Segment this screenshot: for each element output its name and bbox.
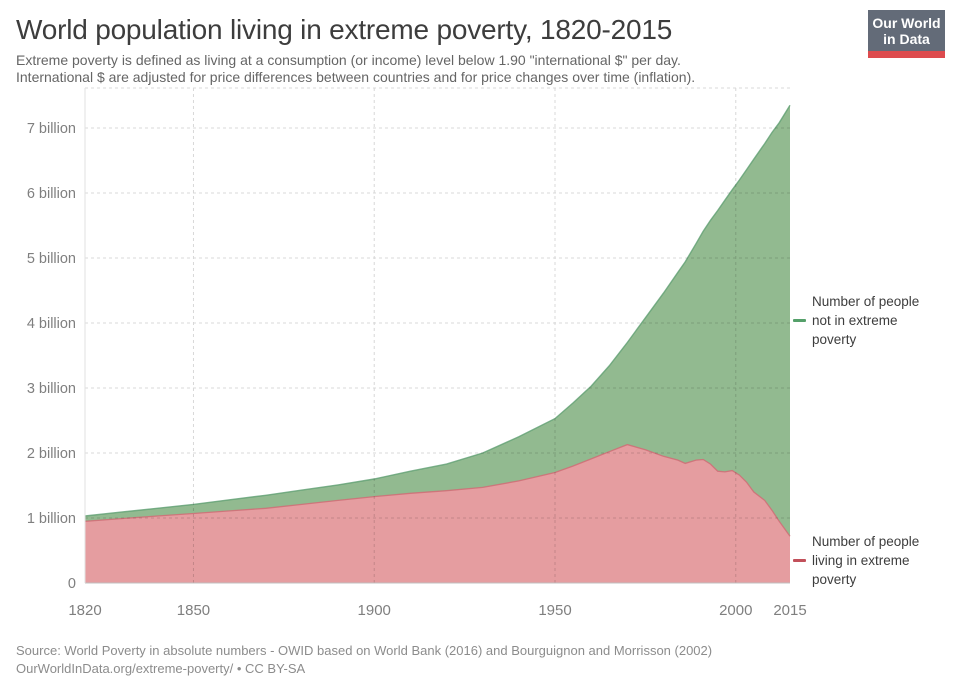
line-total-population: [84, 104, 791, 517]
logo-text-line-1: Our World: [872, 14, 941, 31]
y-tick-label: 6 billion: [27, 186, 76, 202]
x-tick-label: 2000: [719, 602, 752, 619]
y-tick-label: 2 billion: [27, 446, 76, 462]
y-tick-label: 3 billion: [27, 381, 76, 397]
page-title: World population living in extreme pover…: [16, 14, 673, 45]
source-text: Source: World Poverty in absolute number…: [16, 643, 713, 658]
line-extreme-poverty: [84, 443, 791, 537]
y-tick-label: 1 billion: [27, 511, 76, 527]
subtitle-line-1: Extreme poverty is defined as living at …: [16, 52, 681, 68]
legend-line: Number of people: [812, 294, 920, 309]
area-extreme-poverty: [85, 444, 790, 583]
gridlines: [85, 87, 790, 583]
y-tick-label: 7 billion: [27, 121, 76, 137]
y-tick-label: 0: [68, 576, 76, 592]
legend-line: poverty: [812, 572, 857, 587]
y-tick-label: 4 billion: [27, 316, 76, 332]
subtitle-line-2: International $ are adjusted for price d…: [16, 69, 696, 85]
y-tick-label: 5 billion: [27, 251, 76, 267]
x-tick-label: 2015: [773, 602, 806, 619]
legend-line: poverty: [812, 332, 857, 347]
legend-living-in-extreme-poverty: Number of people living in extreme pover…: [793, 532, 958, 589]
logo-accent-strip: [868, 51, 945, 58]
legend-line: not in extreme: [812, 313, 898, 328]
x-tick-label: 1820: [68, 602, 101, 619]
legend-line: Number of people: [812, 534, 920, 549]
license-text: OurWorldInData.org/extreme-poverty/ • CC…: [16, 661, 306, 676]
x-tick-label: 1950: [538, 602, 571, 619]
chart-footer: Source: World Poverty in absolute number…: [16, 642, 936, 677]
chart-subtitle: Extreme poverty is defined as living at …: [16, 52, 836, 86]
green-legend-dash-icon: [793, 319, 806, 322]
legend-not-in-extreme-poverty: Number of people not in extreme poverty: [793, 292, 958, 349]
logo-box: Our World in Data: [868, 10, 945, 51]
x-tick-label: 1900: [358, 602, 391, 619]
our-world-in-data-logo: Our World in Data: [868, 10, 945, 58]
logo-text-line-2: in Data: [883, 30, 930, 47]
legend-line: living in extreme: [812, 553, 910, 568]
x-tick-label: 1850: [177, 602, 210, 619]
red-legend-dash-icon: [793, 559, 806, 562]
